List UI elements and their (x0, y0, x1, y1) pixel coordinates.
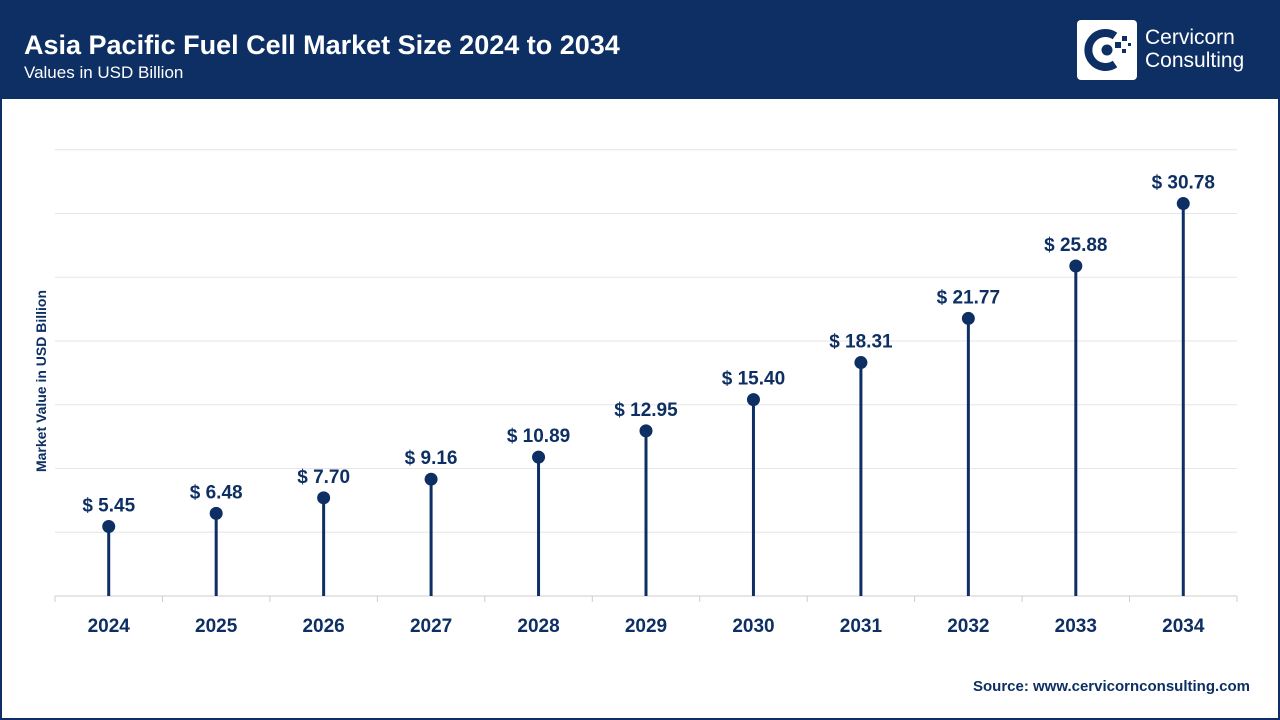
x-tick-label-2027: 2027 (410, 616, 452, 637)
x-tick-label-2025: 2025 (195, 616, 238, 637)
x-tick-label-2031: 2031 (840, 616, 883, 637)
data-points (102, 197, 1190, 534)
data-point-2024 (102, 520, 116, 534)
data-label-2027: $ 9.16 (405, 448, 458, 469)
data-label-2034: $ 30.78 (1152, 173, 1215, 194)
data-label-2030: $ 15.40 (722, 369, 785, 390)
header-bar: Asia Pacific Fuel Cell Market Size 2024 … (2, 2, 1278, 99)
x-tick-label-2029: 2029 (625, 616, 667, 637)
data-label-2032: $ 21.77 (937, 287, 1000, 308)
x-tick-label-2032: 2032 (947, 616, 989, 637)
source-note: Source: www.cervicornconsulting.com (972, 678, 1250, 695)
cervicorn-logo-icon (1077, 20, 1137, 80)
stems (107, 203, 1185, 596)
data-point-2029 (639, 424, 653, 438)
data-label-2028: $ 10.89 (507, 426, 570, 447)
chart-subtitle: Values in USD Billion (24, 63, 184, 82)
x-tick-label-2033: 2033 (1055, 616, 1097, 637)
data-point-2025 (209, 506, 223, 520)
data-point-2030 (746, 393, 760, 407)
x-tick-label-2034: 2034 (1162, 616, 1205, 637)
x-tick-label-2026: 2026 (302, 616, 344, 637)
logo-line-1: Cervicorn (1145, 26, 1235, 49)
data-label-2026: $ 7.70 (297, 467, 350, 488)
logo-line-2: Consulting (1145, 49, 1245, 72)
data-label-2025: $ 6.48 (190, 482, 243, 503)
data-label-2033: $ 25.88 (1044, 235, 1107, 256)
data-label-2029: $ 12.95 (614, 400, 678, 421)
x-tick-label-2028: 2028 (517, 616, 559, 637)
data-point-2027 (424, 472, 438, 486)
y-axis-label: Market Value in USD Billion (33, 290, 49, 472)
x-tick-labels: 2024 2025 2026 2027 2028 2029 2030 2031 2032 2033… (88, 616, 1205, 637)
data-point-2026 (317, 491, 331, 505)
data-point-2032 (961, 311, 975, 325)
data-point-2031 (854, 356, 868, 370)
x-axis (54, 595, 1238, 602)
x-tick-label-2024: 2024 (88, 616, 131, 637)
data-point-2028 (532, 450, 546, 464)
data-point-2034 (1176, 197, 1190, 211)
data-labels: $ 5.45 $ 6.48 $ 7.70 $ 9.16 $ 10.89 $ 12.95 $ … (82, 173, 1215, 517)
logo-wordmark: Cervicorn Consulting (1145, 26, 1244, 72)
chart-title: Asia Pacific Fuel Cell Market Size 2024 … (24, 30, 620, 60)
x-tick-label-2030: 2030 (732, 616, 774, 637)
data-label-2024: $ 5.45 (82, 496, 135, 517)
data-point-2033 (1069, 259, 1083, 273)
data-label-2031: $ 18.31 (829, 332, 893, 353)
